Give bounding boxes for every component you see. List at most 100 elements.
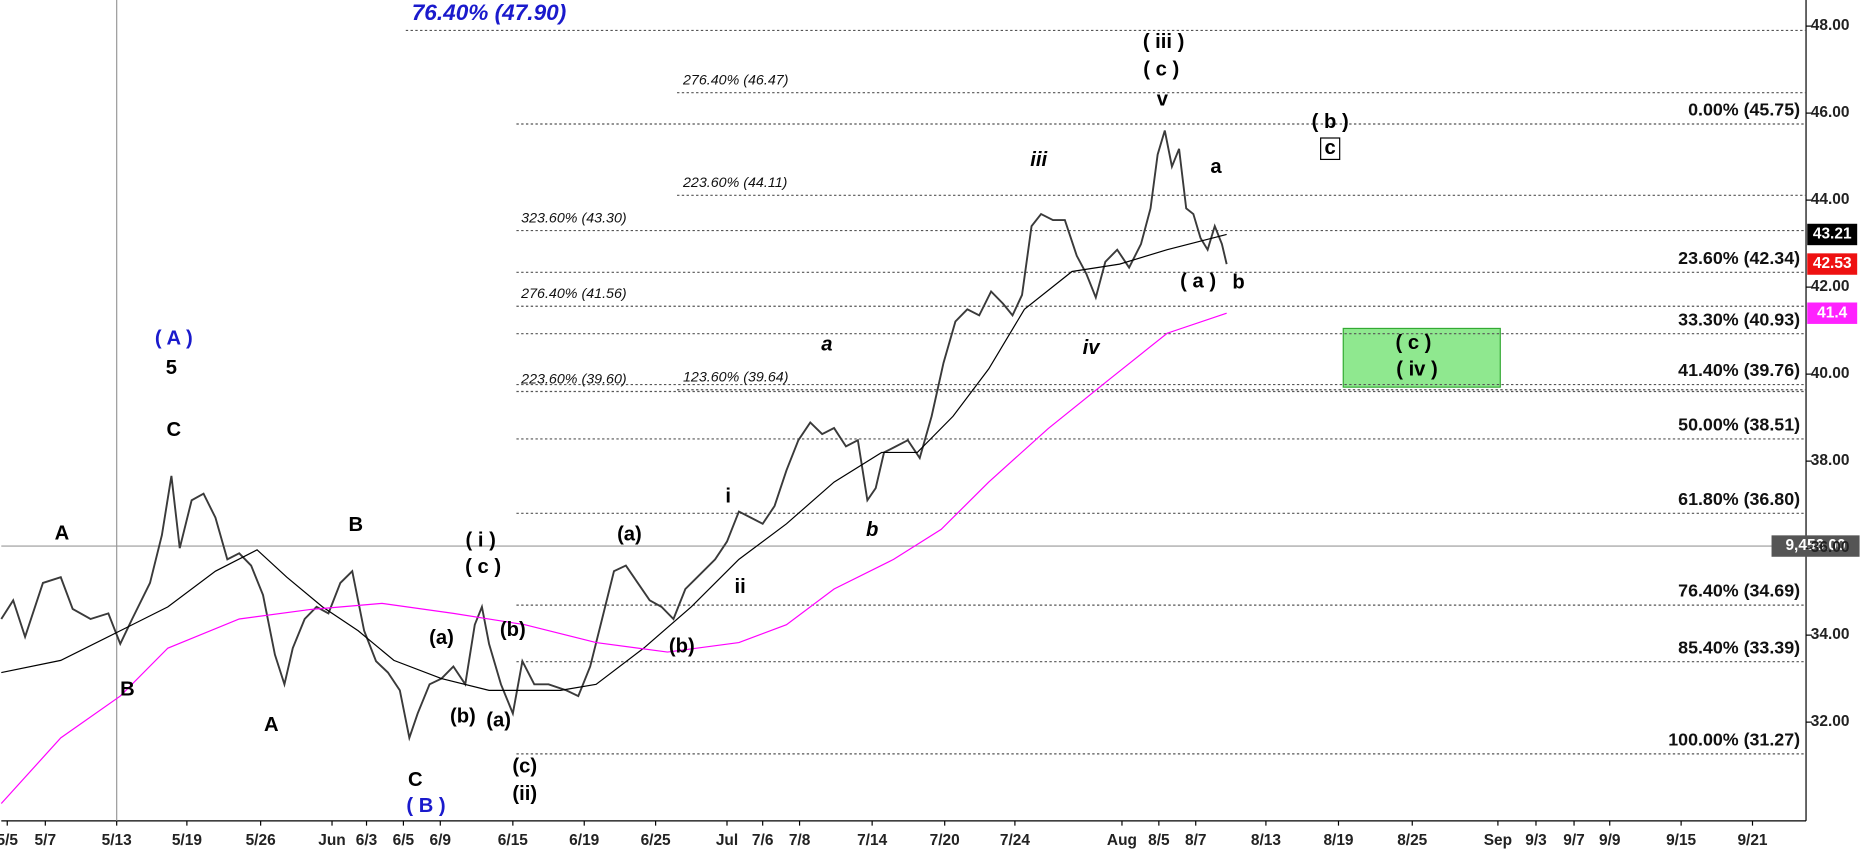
fib-extension-label: 276.40% (46.47) xyxy=(682,73,788,89)
wave-label: c xyxy=(1325,137,1336,159)
fib-extension-label: 76.40% (47.90) xyxy=(412,0,566,25)
x-tick-label: 8/7 xyxy=(1185,832,1206,849)
wave-label: C xyxy=(408,769,423,791)
wave-label: ( c ) xyxy=(465,556,501,578)
wave-label: a xyxy=(821,333,832,355)
wave-label: ( i ) xyxy=(466,530,496,552)
fib-label: 0.00% (45.75) xyxy=(1688,100,1800,120)
x-tick-label: 7/20 xyxy=(930,832,960,849)
x-tick-label: 5/5 xyxy=(0,832,18,849)
x-tick-label: 7/14 xyxy=(857,832,887,849)
wave-label: (a) xyxy=(429,627,454,649)
x-tick-label: 5/13 xyxy=(102,832,132,849)
fib-label: 50.00% (38.51) xyxy=(1678,415,1800,435)
x-tick-label: 5/26 xyxy=(246,832,276,849)
x-tick-label: Aug xyxy=(1107,832,1137,849)
wave-label: iv xyxy=(1083,337,1102,359)
x-tick-label: 7/6 xyxy=(752,832,774,849)
wave-label: (b) xyxy=(450,706,476,728)
x-tick-label: Jun xyxy=(318,832,345,849)
wave-label: B xyxy=(120,678,135,700)
x-tick-label: 8/19 xyxy=(1323,832,1353,849)
wave-label: (b) xyxy=(500,619,526,641)
wave-label: ( b ) xyxy=(1312,111,1349,133)
wave-label: b xyxy=(866,519,878,541)
fib-extension-label: 223.60% (39.60) xyxy=(520,371,626,387)
x-tick-label: 6/19 xyxy=(569,832,599,849)
wave-label: i xyxy=(725,486,731,508)
fib-label: 23.60% (42.34) xyxy=(1678,248,1800,268)
wave-label: ( A ) xyxy=(155,327,193,349)
fib-label: 76.40% (34.69) xyxy=(1678,581,1800,601)
x-tick-label: 5/19 xyxy=(172,832,202,849)
fib-label: 61.80% (36.80) xyxy=(1678,489,1800,509)
wave-label: 5 xyxy=(166,357,177,379)
wave-label: iii xyxy=(1030,149,1047,171)
fib-label: 85.40% (33.39) xyxy=(1678,637,1800,657)
wave-label: ( B ) xyxy=(406,795,445,817)
x-tick-label: 7/24 xyxy=(1000,832,1030,849)
x-tick-label: 6/15 xyxy=(498,832,528,849)
wave-label: ( c ) xyxy=(1143,59,1179,81)
price-badge-label: 41.4 xyxy=(1817,304,1847,321)
price-line xyxy=(0,130,1228,742)
x-tick-label: 6/5 xyxy=(393,832,415,849)
average-line xyxy=(1,233,1227,691)
y-tick-label: 48.00 xyxy=(1811,17,1850,34)
wave-label: (ii) xyxy=(512,783,537,805)
wave-label: v xyxy=(1157,88,1169,110)
price-badge xyxy=(1807,223,1858,246)
fib-label: 100.00% (31.27) xyxy=(1668,730,1800,750)
x-tick-label: Sep xyxy=(1484,832,1512,849)
y-tick-label: 44.00 xyxy=(1811,191,1850,208)
fib-extension-label: 323.60% (43.30) xyxy=(521,210,626,226)
wave-label: ( a ) xyxy=(1180,270,1216,292)
fib-extension-label: 123.60% (39.64) xyxy=(683,370,788,386)
x-tick-label: 6/25 xyxy=(641,832,671,849)
x-tick-label: 7/8 xyxy=(789,832,811,849)
x-tick-label: 6/3 xyxy=(356,832,378,849)
wave-label: ( iv ) xyxy=(1396,358,1438,380)
target-zone xyxy=(1342,327,1501,388)
y-tick-label: 40.00 xyxy=(1811,365,1850,382)
x-tick-label: 9/15 xyxy=(1666,832,1696,849)
y-tick-label: 34.00 xyxy=(1811,626,1850,643)
wave-label: C xyxy=(166,419,181,441)
wave-label: (a) xyxy=(486,709,511,731)
x-tick-label: 9/3 xyxy=(1525,832,1547,849)
wave-label: B xyxy=(349,514,364,536)
fib-label: 41.40% (39.76) xyxy=(1678,360,1800,380)
y-tick-label: 42.00 xyxy=(1811,278,1850,295)
y-tick-label: 32.00 xyxy=(1811,713,1850,730)
fib-label: 33.30% (40.93) xyxy=(1678,309,1800,329)
wave-label: (c) xyxy=(512,756,537,778)
y-tick-label: 36.00 xyxy=(1811,539,1850,556)
fib-extension-label: 223.60% (44.11) xyxy=(682,175,787,191)
wave-label: A xyxy=(264,714,279,736)
x-tick-label: 8/5 xyxy=(1148,832,1170,849)
wave-label: a xyxy=(1210,156,1222,178)
x-tick-label: 6/9 xyxy=(430,832,452,849)
y-tick-label: 46.00 xyxy=(1811,104,1850,121)
x-tick-label: 8/13 xyxy=(1251,832,1281,849)
x-tick-label: Jul xyxy=(716,832,738,849)
wave-label: ii xyxy=(734,576,745,598)
wave-label: (b) xyxy=(669,636,695,658)
annotation-box xyxy=(1320,137,1341,161)
price-badge xyxy=(1807,302,1858,324)
x-tick-label: 9/9 xyxy=(1599,832,1621,849)
crosshair-badge xyxy=(1771,535,1860,557)
wave-label: (a) xyxy=(617,524,642,546)
fib-extension-label: 276.40% (41.56) xyxy=(520,286,626,302)
average-line xyxy=(0,312,1227,804)
price-badge xyxy=(1807,253,1858,275)
wave-label: A xyxy=(55,523,70,545)
x-tick-label: 9/21 xyxy=(1737,832,1767,849)
price-badge-label: 42.53 xyxy=(1813,255,1852,272)
x-tick-label: 9/7 xyxy=(1563,832,1584,849)
price-badge-label: 43.21 xyxy=(1813,226,1852,243)
crosshair-label: 9,456.00 xyxy=(1785,537,1845,554)
